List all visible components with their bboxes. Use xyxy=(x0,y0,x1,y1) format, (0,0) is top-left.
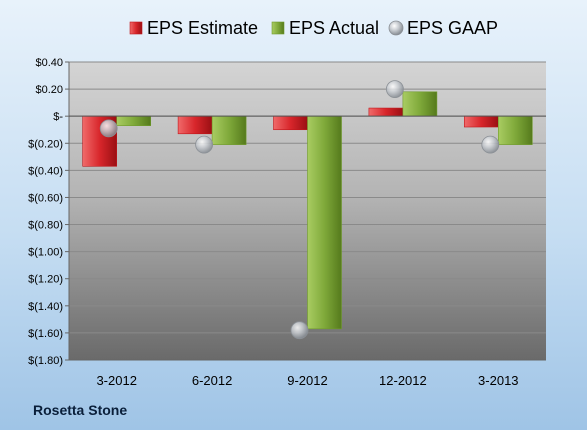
gaap-points xyxy=(99,80,500,340)
legend-swatch-eps-gaap xyxy=(388,20,404,36)
legend: EPS Estimate EPS Actual EPS GAAP xyxy=(129,18,498,38)
bar-eps-actual xyxy=(211,115,247,145)
y-tick-label: $(0.80) xyxy=(28,220,63,232)
legend-swatch-eps-actual xyxy=(271,21,285,35)
bar-eps-actual xyxy=(497,115,533,145)
legend-swatch-eps-estimate xyxy=(129,21,143,35)
y-axis: $0.40 $0.20 $- $(0.20) $(0.40) $(0.60) $(0.80)… xyxy=(28,57,70,367)
x-axis: 3-2012 6-2012 9-2012 12-2012 3-2013 xyxy=(69,359,546,388)
y-tick-label: $(1.20) xyxy=(28,274,63,286)
bar-eps-estimate xyxy=(463,115,499,128)
legend-label: EPS Actual xyxy=(289,18,379,38)
y-tick-label: $0.20 xyxy=(35,84,63,96)
point-eps-gaap xyxy=(195,135,214,154)
y-tick-label: $(1.40) xyxy=(28,301,63,313)
point-eps-gaap xyxy=(385,80,404,98)
bar-eps-estimate xyxy=(273,115,308,131)
company-name: Rosetta Stone xyxy=(33,402,127,418)
point-eps-gaap xyxy=(290,321,309,340)
x-tick-label: 9-2012 xyxy=(287,373,327,388)
y-tick-label: $(0.60) xyxy=(28,192,63,204)
x-tick-label: 3-2012 xyxy=(96,373,136,388)
bar-eps-actual xyxy=(116,115,151,126)
bar-eps-actual xyxy=(307,115,342,330)
x-tick-label: 6-2012 xyxy=(192,373,232,388)
y-tick-label: $- xyxy=(53,111,63,123)
legend-label: EPS Estimate xyxy=(147,18,258,38)
y-tick-label: $0.40 xyxy=(35,57,63,69)
y-tick-label: $(1.60) xyxy=(28,328,63,340)
y-tick-label: $(0.20) xyxy=(28,138,63,150)
point-eps-gaap xyxy=(481,135,500,154)
bar-eps-actual xyxy=(402,91,438,117)
x-tick-label: 3-2013 xyxy=(478,373,518,388)
bar-eps-estimate xyxy=(177,115,213,135)
x-tick-label: 12-2012 xyxy=(379,373,427,388)
bar-eps-estimate xyxy=(368,107,404,117)
point-eps-gaap xyxy=(99,119,118,138)
legend-label: EPS GAAP xyxy=(407,18,498,38)
y-tick-label: $(1.00) xyxy=(28,247,63,259)
y-tick-label: $(0.40) xyxy=(28,165,63,177)
y-tick-label: $(1.80) xyxy=(28,355,63,367)
